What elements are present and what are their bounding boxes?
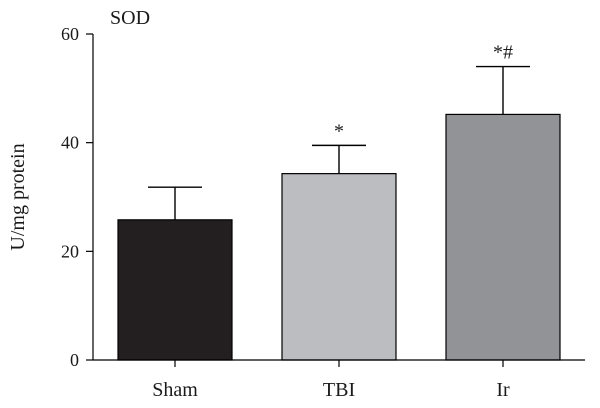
x-axis: Sham TBI Ir — [152, 360, 510, 401]
y-tick-label: 60 — [61, 24, 79, 44]
x-tick-label: Ir — [496, 379, 510, 401]
x-tick-label: Sham — [152, 379, 198, 401]
bar-tbi — [281, 173, 397, 361]
y-axis-label: U/mg protein — [7, 143, 29, 250]
bar-sham — [117, 219, 233, 361]
bar-ir — [445, 113, 561, 361]
bars-group: * *# — [117, 42, 561, 361]
y-tick-label: 40 — [61, 133, 79, 153]
significance-marker-ir: *# — [493, 42, 513, 64]
y-tick-label: 0 — [70, 350, 79, 370]
chart-title: SOD — [110, 7, 150, 29]
x-tick-label: TBI — [323, 379, 355, 401]
significance-marker-tbi: * — [334, 120, 344, 142]
y-tick-label: 20 — [61, 241, 79, 261]
y-axis: 0 20 40 60 — [61, 24, 93, 370]
